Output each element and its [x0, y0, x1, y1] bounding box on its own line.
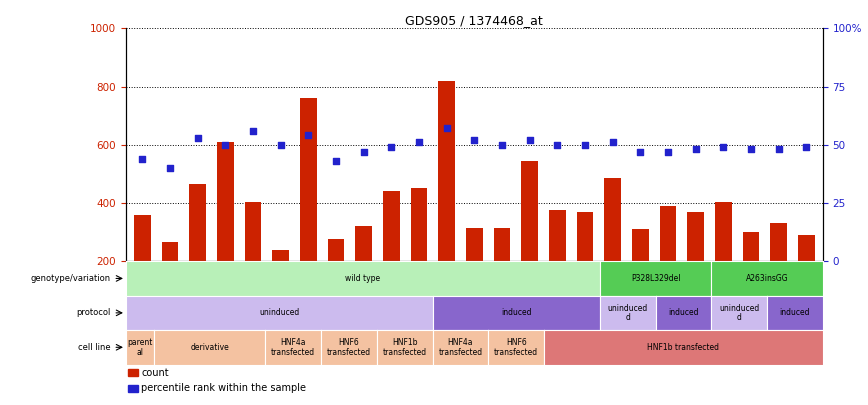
Text: A263insGG: A263insGG [746, 274, 788, 283]
Text: percentile rank within the sample: percentile rank within the sample [141, 383, 306, 393]
Bar [245, 202, 261, 261]
Text: cell line: cell line [78, 343, 111, 352]
Point [191, 134, 205, 141]
Text: induced: induced [501, 308, 531, 318]
Bar [466, 228, 483, 261]
Bar [494, 228, 510, 261]
Bar [300, 98, 317, 261]
Text: HNF6
transfected: HNF6 transfected [327, 338, 371, 357]
Point [634, 149, 648, 155]
Bar [161, 242, 179, 261]
Text: uninduced
d: uninduced d [608, 303, 648, 322]
Point [744, 146, 758, 153]
Text: count: count [141, 368, 168, 377]
Bar [383, 192, 399, 261]
Bar [604, 178, 621, 261]
Point [135, 156, 149, 162]
Bar [743, 232, 760, 261]
Text: HNF6
transfected: HNF6 transfected [494, 338, 538, 357]
Title: GDS905 / 1374468_at: GDS905 / 1374468_at [405, 14, 543, 27]
Text: uninduced: uninduced [259, 308, 299, 318]
Point [661, 149, 675, 155]
Text: HNF1b transfected: HNF1b transfected [648, 343, 720, 352]
Text: protocol: protocol [76, 308, 111, 318]
Bar [128, 369, 137, 376]
Point [606, 139, 620, 146]
Point [219, 142, 233, 148]
Text: wild type: wild type [345, 274, 380, 283]
Point [329, 158, 343, 164]
Bar [549, 210, 566, 261]
Point [385, 144, 398, 150]
Point [273, 142, 287, 148]
Text: HNF4a
transfected: HNF4a transfected [438, 338, 483, 357]
Bar [632, 229, 648, 261]
Bar [576, 212, 594, 261]
Point [412, 139, 426, 146]
Point [550, 142, 564, 148]
Bar [798, 235, 814, 261]
Bar [189, 184, 206, 261]
Text: uninduced
d: uninduced d [719, 303, 760, 322]
Point [495, 142, 509, 148]
Text: induced: induced [668, 308, 699, 318]
Text: derivative: derivative [190, 343, 229, 352]
Bar [770, 224, 787, 261]
Point [799, 144, 813, 150]
Point [440, 125, 454, 132]
Point [301, 132, 315, 139]
Bar [411, 188, 427, 261]
Text: genotype/variation: genotype/variation [30, 274, 111, 283]
Bar [687, 212, 704, 261]
Bar [660, 206, 676, 261]
Point [716, 144, 730, 150]
Point [688, 146, 702, 153]
Point [467, 137, 481, 143]
Bar [217, 142, 233, 261]
Bar [273, 249, 289, 261]
Text: HNF1b
transfected: HNF1b transfected [383, 338, 427, 357]
Bar [715, 202, 732, 261]
Point [523, 137, 536, 143]
Bar [438, 81, 455, 261]
Point [578, 142, 592, 148]
Point [357, 149, 371, 155]
Bar [522, 161, 538, 261]
Point [772, 146, 786, 153]
Bar [135, 215, 151, 261]
Bar [328, 239, 345, 261]
Text: HNF4a
transfected: HNF4a transfected [271, 338, 315, 357]
Point [163, 165, 177, 171]
Text: parent
al: parent al [127, 338, 153, 357]
Bar [355, 226, 372, 261]
Point [247, 128, 260, 134]
Text: P328L329del: P328L329del [631, 274, 681, 283]
Text: induced: induced [779, 308, 810, 318]
Bar [128, 385, 137, 392]
